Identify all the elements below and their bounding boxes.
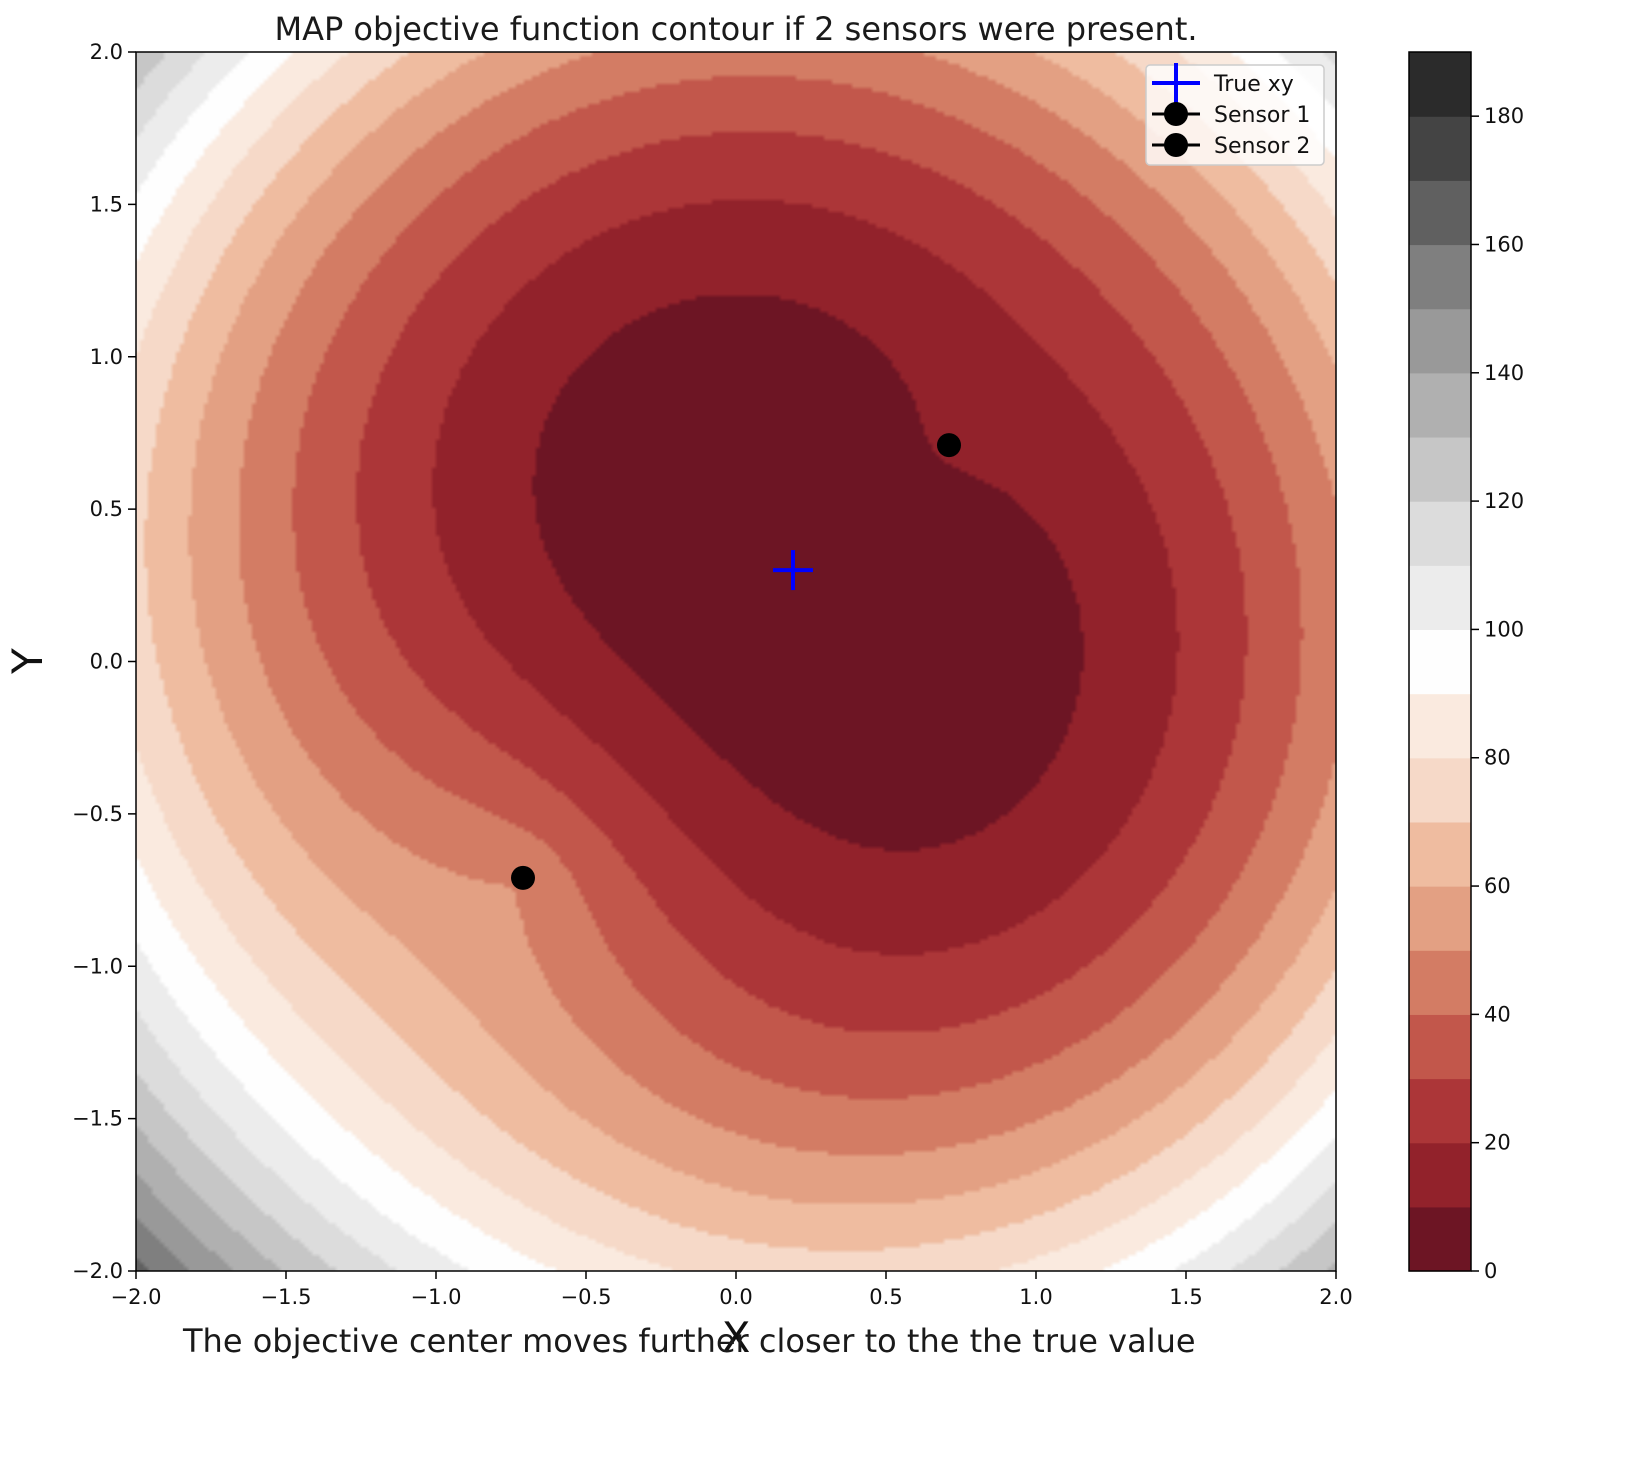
y-axis-label: Y: [3, 648, 52, 675]
colorbar-band: [1409, 886, 1471, 951]
legend-box: [1145, 64, 1325, 166]
colorbar-band: [1409, 757, 1471, 823]
colorbar-band: [1409, 1078, 1471, 1144]
colorbar-tick-label: 40: [1484, 1002, 1511, 1026]
y-axis: −2.0 −1.5 −1.0 −0.5 0.0 0.5 1.0 1.5 2.0: [72, 40, 136, 1283]
y-tick-label: 0.0: [90, 650, 123, 674]
colorbar-frame: [1408, 51, 1472, 1272]
x-axis: −2.0 −1.5 −1.0 −0.5 0.0 0.5 1.0 1.5 2.0: [111, 1271, 1353, 1309]
x-tick-label: −0.5: [561, 1285, 612, 1309]
x-tick-label: −1.5: [261, 1285, 312, 1309]
colorbar-band: [1409, 1014, 1471, 1080]
colorbar-band: [1409, 372, 1471, 438]
colorbar-band: [1409, 436, 1471, 502]
x-tick-label: 1.0: [1019, 1285, 1052, 1309]
contour-field: [136, 52, 1336, 1271]
y-tick-label: 0.5: [90, 497, 123, 521]
colorbar-tick-label: 80: [1484, 746, 1511, 770]
x-axis-label: X: [722, 1313, 751, 1362]
chart-title: MAP objective function contour if 2 sens…: [274, 10, 1197, 48]
colorbar-band: [1409, 821, 1471, 887]
x-tick-label: −2.0: [111, 1285, 162, 1309]
colorbar-band: [1409, 565, 1471, 631]
colorbar-band: [1409, 52, 1471, 117]
colorbar-band: [1409, 116, 1471, 181]
legend-label: Sensor 2: [1214, 134, 1310, 159]
colorbar-band: [1409, 180, 1471, 246]
colorbar-tick-label: 160: [1484, 232, 1524, 256]
y-tick-label: 1.0: [90, 345, 123, 369]
colorbar-tick-label: 180: [1484, 104, 1524, 128]
colorbar-tick-label: 140: [1484, 361, 1524, 385]
colorbar-band: [1409, 1142, 1471, 1208]
y-tick-label: −2.0: [72, 1259, 123, 1283]
plot-area: [135, 51, 1337, 1272]
legend-entry: Sensor 2: [1152, 133, 1310, 159]
data-markers: [511, 433, 961, 890]
x-tick-label: 0.0: [719, 1285, 752, 1309]
colorbar-tick-label: 100: [1484, 617, 1524, 641]
colorbar-tick-label: 120: [1484, 489, 1524, 513]
x-tick-label: 0.5: [869, 1285, 902, 1309]
x-tick-label: 2.0: [1319, 1285, 1352, 1309]
legend-label: True xy: [1213, 72, 1294, 97]
colorbar-tick-label: 60: [1484, 874, 1511, 898]
y-tick-label: −0.5: [72, 802, 123, 826]
true-xy-marker: [773, 550, 813, 591]
colorbar-band: [1409, 629, 1471, 695]
legend: True xy Sensor 1 Sensor 2: [1145, 63, 1325, 166]
legend-label: Sensor 1: [1214, 103, 1310, 128]
colorbar-band: [1409, 693, 1471, 759]
legend-entry: Sensor 1: [1152, 102, 1310, 128]
colorbar-band: [1409, 950, 1471, 1015]
x-tick-label: −1.0: [411, 1285, 462, 1309]
colorbar-band: [1409, 501, 1471, 566]
y-tick-label: −1.5: [72, 1107, 123, 1131]
sensor-1-marker: [937, 433, 961, 458]
sensor-2-marker: [511, 865, 535, 890]
caption-text: The objective center moves further close…: [183, 1322, 1196, 1360]
y-tick-label: 2.0: [90, 40, 123, 64]
legend-entry: True xy: [1152, 63, 1294, 103]
y-tick-label: 1.5: [90, 192, 123, 216]
colorbar-band: [1409, 244, 1471, 310]
x-tick-label: 1.5: [1169, 1285, 1202, 1309]
colorbar-tick-label: 20: [1484, 1131, 1511, 1155]
y-tick-label: −1.0: [72, 954, 123, 978]
colorbar-band: [1409, 1206, 1471, 1272]
colorbar: 0 20 40 60 80 100 120 140 160 180: [1408, 51, 1524, 1283]
colorbar-tick-label: 0: [1484, 1259, 1497, 1283]
colorbar-band: [1409, 308, 1471, 374]
